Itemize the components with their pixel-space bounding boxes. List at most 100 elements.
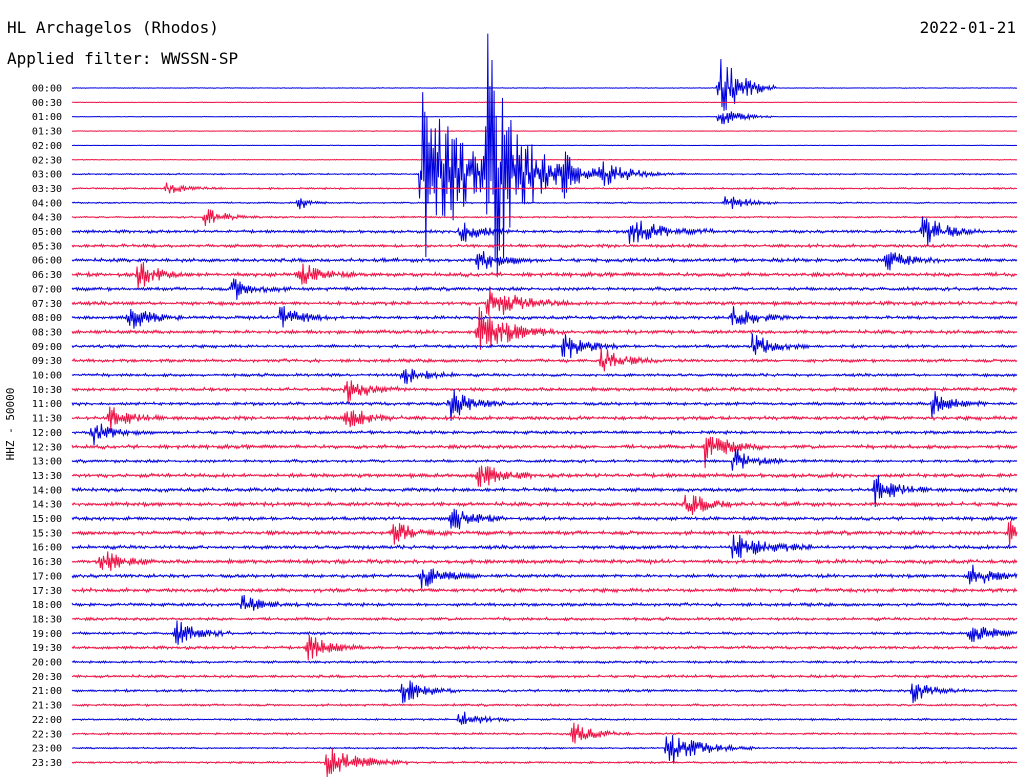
- trace-row: [71, 722, 1018, 744]
- row-time-label: 13:30: [32, 471, 62, 482]
- row-time-label: 19:30: [32, 643, 62, 654]
- trace-row: [71, 494, 1018, 515]
- trace-row: [71, 673, 1018, 679]
- row-time-label: 07:00: [32, 284, 62, 295]
- row-time-label: 10:30: [32, 385, 62, 396]
- trace-row: [71, 389, 1018, 421]
- row-time-label: 23:30: [32, 758, 62, 769]
- row-time-label: 12:30: [32, 442, 62, 453]
- date-label: 2022-01-21: [919, 18, 1016, 37]
- row-time-label: 20:30: [32, 672, 62, 683]
- row-time-label: 05:30: [32, 241, 62, 252]
- row-time-label: 02:00: [32, 141, 62, 152]
- trace-row: [71, 209, 1018, 226]
- row-time-label: 00:30: [32, 98, 62, 109]
- trace-row: [71, 217, 1018, 246]
- trace-row: [71, 586, 1018, 594]
- row-time-label: 08:00: [32, 313, 62, 324]
- row-time-label: 10:00: [32, 371, 62, 382]
- row-time-label: 09:00: [32, 342, 62, 353]
- trace-row: [71, 620, 1018, 645]
- trace-row: [71, 508, 1018, 530]
- row-time-label: 07:30: [32, 299, 62, 310]
- trace-row: [71, 288, 1018, 316]
- trace-row: [71, 748, 1018, 777]
- row-time-label: 16:30: [32, 557, 62, 568]
- row-time-label: 09:30: [32, 356, 62, 367]
- trace-row: [71, 680, 1018, 704]
- row-time-label: 06:30: [32, 270, 62, 281]
- trace-row: [71, 475, 1018, 507]
- trace-row: [71, 564, 1018, 589]
- row-time-label: 08:30: [32, 327, 62, 338]
- trace-row: [71, 711, 1018, 725]
- trace-row: [71, 130, 1018, 133]
- row-time-label: 04:30: [32, 213, 62, 224]
- row-time-label: 17:30: [32, 586, 62, 597]
- trace-row: [71, 59, 1018, 111]
- trace-row: [71, 448, 1018, 471]
- trace-row: [71, 250, 1018, 271]
- row-time-label: 20:00: [32, 658, 62, 669]
- row-time-label: 11:00: [32, 399, 62, 410]
- row-time-label: 18:00: [32, 600, 62, 611]
- row-time-label: 19:00: [32, 629, 62, 640]
- trace-row: [71, 551, 1018, 571]
- y-axis-label: HHZ - 50000: [4, 388, 17, 461]
- trace-row: [71, 348, 1018, 372]
- trace-row: [71, 520, 1018, 547]
- trace-row: [71, 262, 1018, 289]
- trace-row: [71, 306, 1018, 329]
- row-time-label: 04:00: [32, 198, 62, 209]
- trace-row: [71, 242, 1018, 249]
- trace-row: [71, 278, 1018, 300]
- trace-row: [71, 306, 1018, 350]
- trace-row: [71, 534, 1018, 559]
- row-time-label: 01:30: [32, 127, 62, 138]
- trace-row: [71, 406, 1018, 431]
- trace-row: [71, 111, 1018, 125]
- trace-row: [71, 702, 1018, 708]
- filter-label: Applied filter: WWSSN-SP: [7, 49, 239, 68]
- trace-row: [71, 423, 1018, 446]
- row-time-label: 14:00: [32, 485, 62, 496]
- trace-row: [71, 368, 1018, 385]
- row-time-label: 15:00: [32, 514, 62, 525]
- trace-row: [71, 634, 1018, 661]
- trace-row: [71, 595, 1018, 611]
- trace-row: [71, 101, 1018, 104]
- trace-row: [71, 196, 1018, 210]
- trace-row: [71, 659, 1018, 665]
- trace-row: [71, 616, 1018, 622]
- row-time-label: 21:00: [32, 686, 62, 697]
- row-time-label: 22:00: [32, 715, 62, 726]
- row-time-label: 02:30: [32, 155, 62, 166]
- trace-row: [71, 436, 1018, 469]
- row-time-label: 18:30: [32, 614, 62, 625]
- row-time-label: 06:00: [32, 256, 62, 267]
- row-time-label: 15:30: [32, 528, 62, 539]
- row-time-label: 11:30: [32, 414, 62, 425]
- station-title: HL Archagelos (Rhodos): [7, 18, 219, 37]
- row-time-label: 17:00: [32, 571, 62, 582]
- row-time-label: 12:00: [32, 428, 62, 439]
- trace-row: [71, 144, 1018, 147]
- row-time-label: 22:30: [32, 729, 62, 740]
- row-time-label: 05:00: [32, 227, 62, 238]
- row-time-label: 13:00: [32, 457, 62, 468]
- trace-row: [71, 380, 1018, 403]
- row-time-label: 23:00: [32, 744, 62, 755]
- trace-row: [71, 735, 1018, 764]
- trace-row: [71, 465, 1018, 487]
- row-time-label: 14:30: [32, 500, 62, 511]
- row-time-label: 01:00: [32, 112, 62, 123]
- row-time-label: 21:30: [32, 701, 62, 712]
- row-time-label: 03:30: [32, 184, 62, 195]
- row-time-label: 16:00: [32, 543, 62, 554]
- trace-row: [71, 33, 1018, 275]
- row-time-label: 00:00: [32, 84, 62, 95]
- trace-row: [71, 333, 1018, 359]
- row-time-label: 03:00: [32, 170, 62, 181]
- trace-row: [71, 182, 1018, 194]
